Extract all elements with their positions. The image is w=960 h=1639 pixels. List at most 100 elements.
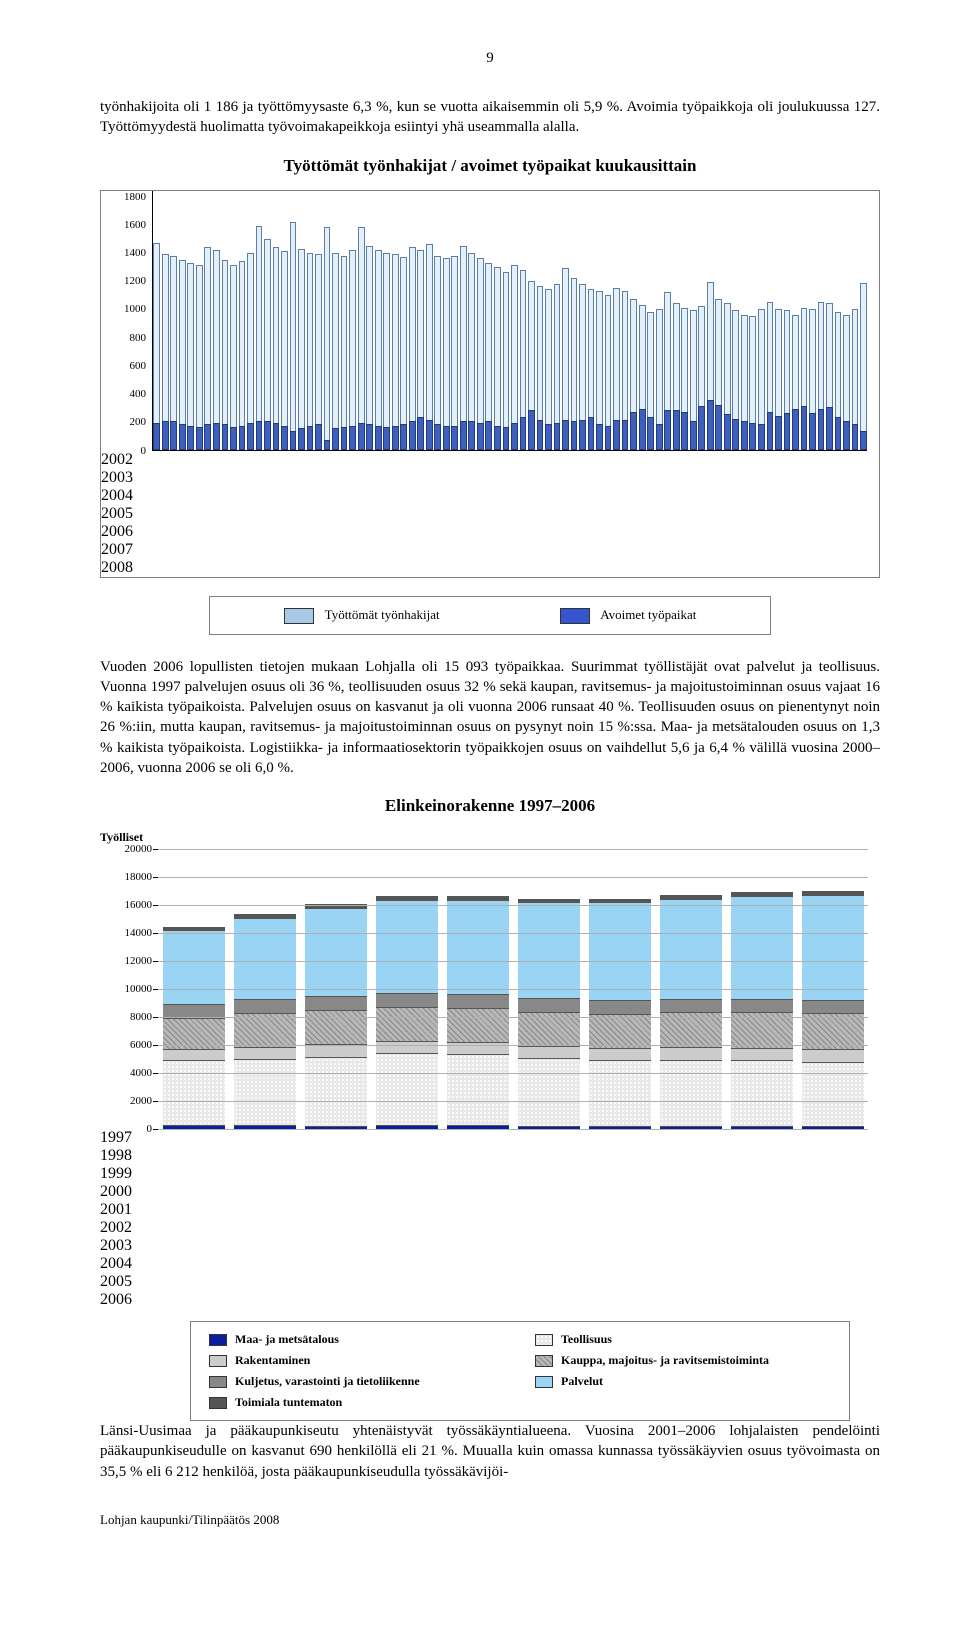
chart2-gridline xyxy=(158,905,868,906)
chart2-segment-rak xyxy=(305,1044,367,1057)
chart1-bar xyxy=(511,197,519,450)
chart1-bar xyxy=(323,197,331,450)
chart1-bar xyxy=(366,197,374,450)
chart1-bar-vacancies xyxy=(579,420,586,450)
chart2-tick xyxy=(153,989,158,990)
chart1-ytick: 1600 xyxy=(124,219,146,231)
chart1-bar xyxy=(613,197,621,450)
legend-label: Työttömät työnhakijat xyxy=(325,607,440,622)
chart1-bar-vacancies xyxy=(451,426,458,450)
chart1-bar xyxy=(638,197,646,450)
chart1-bar-unemployed xyxy=(468,253,475,450)
chart2-plot xyxy=(158,849,868,1129)
chart1-bar xyxy=(851,197,859,450)
legend-label: Kuljetus, varastointi ja tietoliikenne xyxy=(235,1374,420,1389)
chart1-yaxis: 020040060080010001200140016001800 xyxy=(101,191,153,451)
chart1-bar-unemployed xyxy=(349,250,356,450)
chart1-bar-vacancies xyxy=(528,410,535,449)
chart1-bar-vacancies xyxy=(170,421,177,449)
chart2-tick xyxy=(153,1101,158,1102)
chart1-bar-unemployed xyxy=(213,250,220,450)
chart1-bar xyxy=(477,197,485,450)
chart1-bar xyxy=(766,197,774,450)
chart2-segment-rak xyxy=(731,1048,793,1060)
document-page: 9 työnhakijoita oli 1 186 ja työttömyysa… xyxy=(0,0,960,1578)
chart1-bar xyxy=(306,197,314,450)
chart2-legend-item: Teollisuus xyxy=(535,1332,831,1347)
chart2-gridline xyxy=(158,961,868,962)
chart1-bar xyxy=(809,197,817,450)
chart1-bar-unemployed xyxy=(281,251,288,449)
chart1-bar-vacancies xyxy=(204,424,211,449)
chart1-bar xyxy=(621,197,629,450)
chart2-segment-palv xyxy=(376,900,438,993)
chart1-bar-unemployed xyxy=(460,246,467,450)
chart1-bar-vacancies xyxy=(460,421,467,449)
chart1-bar xyxy=(434,197,442,450)
chart1-bar-unemployed xyxy=(451,256,458,450)
chart1-bar xyxy=(545,197,553,450)
chart1-bar-vacancies xyxy=(749,423,756,450)
legend-item-unemployed: Työttömät työnhakijat xyxy=(284,607,440,624)
chart1-bar xyxy=(391,197,399,450)
chart2-tick xyxy=(153,849,158,850)
chart1-bar-unemployed xyxy=(247,253,254,450)
chart1-bar-vacancies xyxy=(341,427,348,449)
chart1-bar-vacancies xyxy=(622,420,629,450)
chart1-bar xyxy=(153,197,161,450)
chart1-bar xyxy=(187,197,195,450)
chart2-xaxis: 1997199819992000200120022003200420052006 xyxy=(100,1129,880,1309)
chart1-bar xyxy=(383,197,391,450)
chart2-tick xyxy=(153,1073,158,1074)
chart1-bar-unemployed xyxy=(187,263,194,450)
chart1-bar-vacancies xyxy=(801,406,808,450)
chart2-segment-palv xyxy=(163,930,225,1004)
legend-label: Teollisuus xyxy=(561,1332,612,1347)
chart1-bar xyxy=(196,197,204,450)
chart1-bar-vacancies xyxy=(647,417,654,449)
chart1-bar xyxy=(272,197,280,450)
chart1-bar-unemployed xyxy=(162,254,169,449)
chart1-bar xyxy=(332,197,340,450)
chart1-bar-vacancies xyxy=(511,423,518,450)
chart1-bar xyxy=(681,197,689,450)
chart1-bar-vacancies xyxy=(545,424,552,449)
chart1-bar-vacancies xyxy=(179,424,186,449)
chart2-tick xyxy=(153,905,158,906)
chart1-bar xyxy=(230,197,238,450)
chart1-bar xyxy=(664,197,672,450)
chart2-ytick: 6000 xyxy=(130,1039,152,1051)
chart2-ytick: 18000 xyxy=(125,871,153,883)
chart1-bar-vacancies xyxy=(503,427,510,449)
chart2-segment-palv xyxy=(518,902,580,998)
chart1-bar-vacancies xyxy=(852,424,859,449)
chart1-bar-vacancies xyxy=(784,413,791,450)
chart1-bar-vacancies xyxy=(758,424,765,449)
chart2-stackbar xyxy=(376,896,438,1129)
legend-swatch xyxy=(209,1355,227,1367)
chart2-stackbar xyxy=(802,891,864,1129)
chart2-legend-item: Maa- ja metsätalous xyxy=(209,1332,505,1347)
chart2-stackbar xyxy=(234,914,296,1129)
chart1-bar-vacancies xyxy=(562,420,569,450)
chart2-segment-rak xyxy=(163,1049,225,1060)
chart1-bar-vacancies xyxy=(588,417,595,449)
chart1-ytick: 800 xyxy=(130,332,147,344)
chart2-legend-item: Kauppa, majoitus- ja ravitsemistoiminta xyxy=(535,1353,831,1368)
chart2-segment-palv xyxy=(305,908,367,996)
chart2-segment-teoll xyxy=(376,1053,438,1125)
chart1-bar-vacancies xyxy=(630,412,637,450)
chart2-segment-teoll xyxy=(234,1059,296,1125)
chart1-plot xyxy=(153,197,867,451)
chart1-ytick: 600 xyxy=(130,360,147,372)
chart1-bar xyxy=(741,197,749,450)
chart1-ytick: 1000 xyxy=(124,303,146,315)
chart1-bar-unemployed xyxy=(196,265,203,449)
chart1-bar-vacancies xyxy=(256,421,263,449)
chart1-bar-vacancies xyxy=(554,423,561,450)
chart1-bar-vacancies xyxy=(571,421,578,449)
chart1-bar xyxy=(247,197,255,450)
chart1-bar xyxy=(298,197,306,450)
legend-swatch xyxy=(535,1334,553,1346)
chart1-bar-vacancies xyxy=(290,431,297,449)
